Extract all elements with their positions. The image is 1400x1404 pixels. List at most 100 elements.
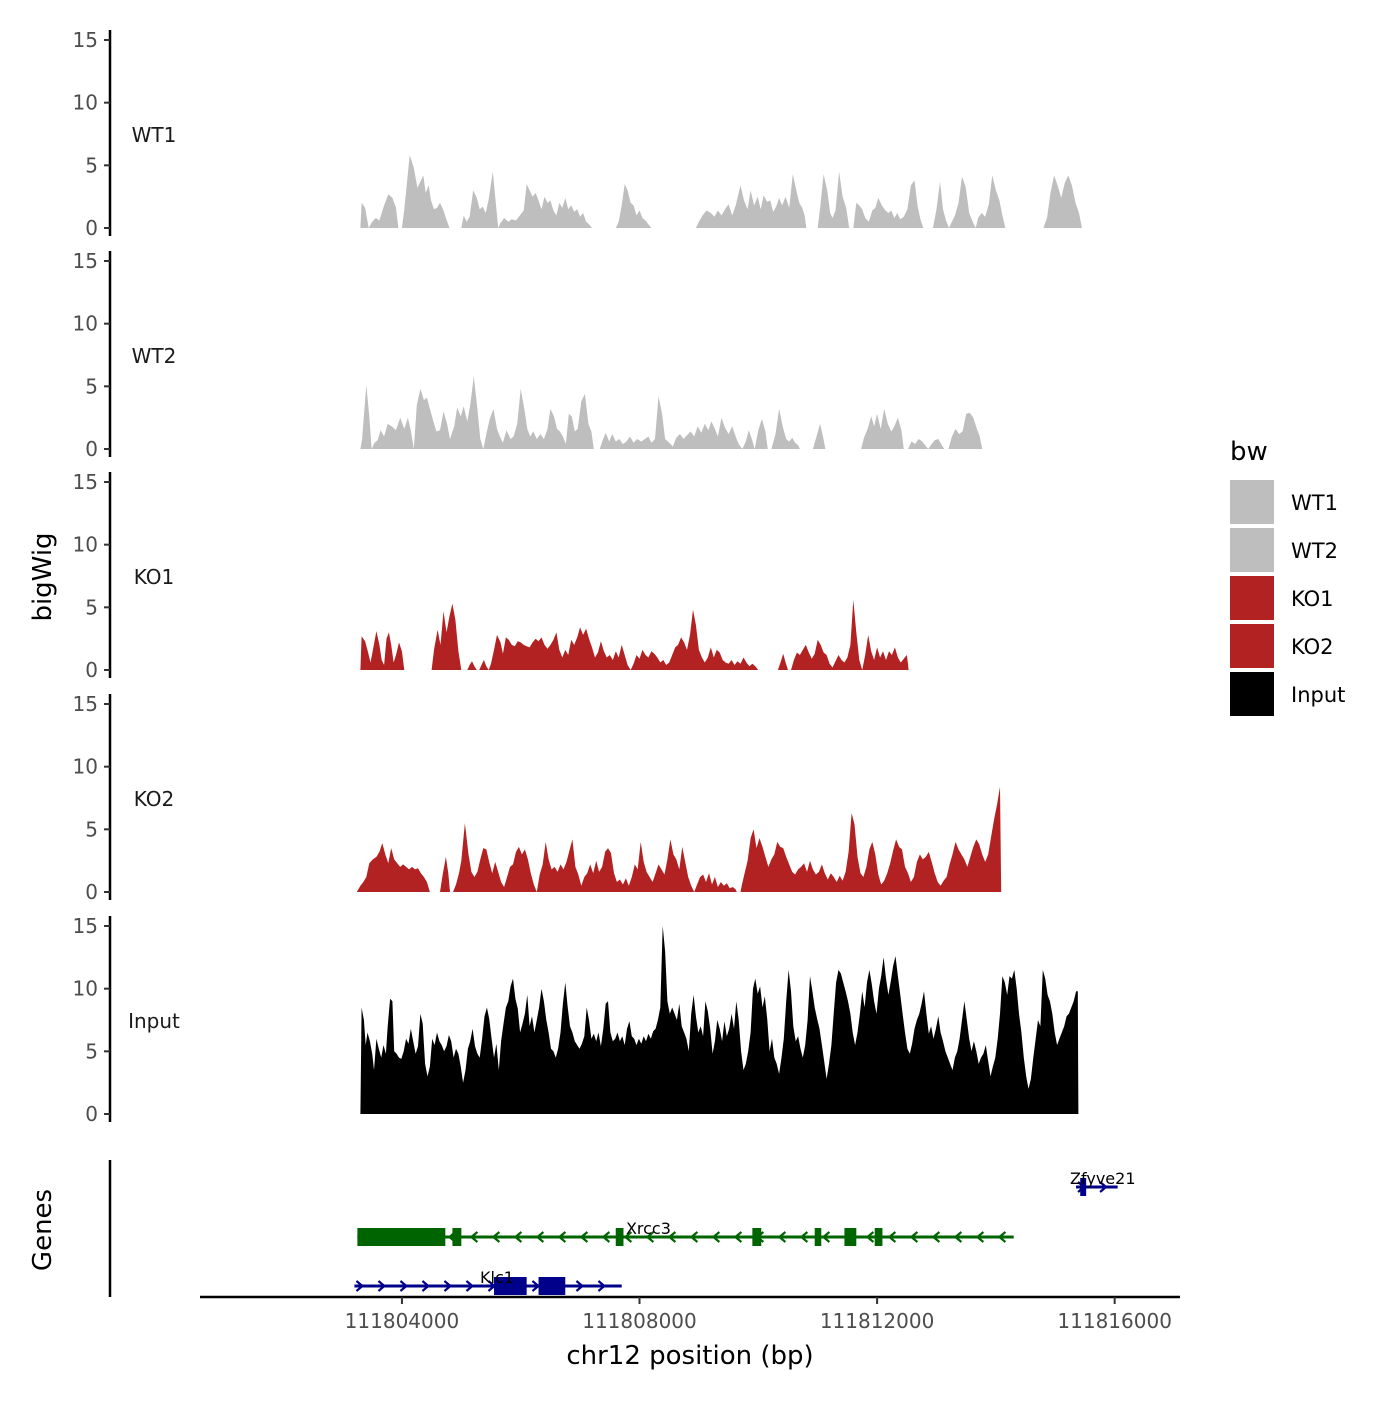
- y-tick-label: 15: [73, 692, 98, 716]
- y-tick-label: 10: [73, 312, 98, 336]
- gene-exon: [874, 1228, 883, 1246]
- legend-label: Input: [1291, 683, 1345, 707]
- y-tick-label: 15: [73, 470, 98, 494]
- track-ko2: 0 5 10 15 KO2: [73, 692, 1002, 904]
- legend-label: KO2: [1291, 635, 1334, 659]
- strand-arrow: [997, 1231, 1007, 1243]
- y-tick-label: 5: [85, 817, 98, 841]
- y-tick-label: 10: [73, 977, 98, 1001]
- coverage-area-wt2: [360, 376, 983, 449]
- gene-exon: [357, 1228, 446, 1246]
- x-axis-title: chr12 position (bp): [566, 1341, 813, 1371]
- strand-arrow: [799, 1231, 809, 1243]
- strand-arrow: [465, 1280, 475, 1292]
- coverage-area-ko1: [360, 599, 909, 670]
- strand-arrow: [777, 1231, 787, 1243]
- track-wt2: 0 5 10 15 WT2: [73, 249, 983, 461]
- coverage-area-wt1: [360, 155, 1083, 228]
- x-tick-label: 111816000: [1057, 1309, 1172, 1333]
- y-tick-label: 15: [73, 914, 98, 938]
- strand-arrow: [1099, 1181, 1108, 1193]
- legend-title: bw: [1230, 437, 1268, 467]
- strand-arrow: [821, 1231, 831, 1243]
- strand-arrow: [601, 1231, 611, 1243]
- y-tick-label: 15: [73, 249, 98, 273]
- strand-arrow: [399, 1280, 409, 1292]
- gene-exon: [494, 1277, 527, 1295]
- y-tick-label: 5: [85, 1039, 98, 1063]
- track-ko1: 0 5 10 15 KO1: [73, 470, 909, 682]
- gene-exon: [752, 1228, 762, 1246]
- gene-track: Zfyve21 Xrcc3 Klc1: [108, 1160, 1136, 1297]
- legend-label: WT1: [1291, 491, 1338, 515]
- strand-arrow: [377, 1280, 387, 1292]
- strand-arrow: [557, 1231, 567, 1243]
- y-tick-label: 0: [85, 880, 98, 904]
- track-label: KO2: [134, 787, 175, 811]
- y-tick-label: 0: [85, 1102, 98, 1126]
- strand-arrow: [491, 1231, 501, 1243]
- gene-exon: [814, 1228, 822, 1246]
- track-label: WT2: [132, 344, 177, 368]
- gene-exon: [452, 1228, 462, 1246]
- gene-zfyve21: Zfyve21: [1070, 1169, 1136, 1196]
- strand-arrow: [469, 1231, 479, 1243]
- gene-exon: [1080, 1178, 1087, 1196]
- strand-arrow: [953, 1231, 963, 1243]
- strand-arrow: [931, 1231, 941, 1243]
- legend-key-wt1: [1230, 480, 1274, 524]
- coverage-area-input: [360, 926, 1079, 1114]
- y-tick-label: 15: [73, 28, 98, 52]
- strand-arrow: [513, 1231, 523, 1243]
- gene-klc1: Klc1: [354, 1268, 622, 1295]
- x-axis: 111804000 111808000 111812000 111816000: [200, 1295, 1180, 1333]
- strand-arrow: [355, 1280, 365, 1292]
- legend: bw WT1 WT2 KO1 KO2 Input: [1230, 437, 1345, 716]
- strand-arrow: [733, 1231, 743, 1243]
- strand-arrow: [443, 1280, 453, 1292]
- y-tick-label: 0: [85, 216, 98, 240]
- y-tick-label: 5: [85, 153, 98, 177]
- strand-arrow: [667, 1231, 677, 1243]
- strand-arrow: [535, 1231, 545, 1243]
- strand-arrow: [579, 1231, 589, 1243]
- legend-key-input: [1230, 672, 1274, 716]
- x-tick-label: 111812000: [820, 1309, 935, 1333]
- strand-arrow: [531, 1280, 541, 1292]
- strand-arrow: [711, 1231, 721, 1243]
- y-tick-label: 5: [85, 374, 98, 398]
- y-tick-label: 10: [73, 755, 98, 779]
- gene-label: Zfyve21: [1070, 1169, 1135, 1188]
- x-tick-label: 111804000: [345, 1309, 460, 1333]
- track-label: Input: [128, 1009, 180, 1033]
- strand-arrow: [645, 1231, 655, 1243]
- y-tick-label: 0: [85, 437, 98, 461]
- legend-key-ko2: [1230, 624, 1274, 668]
- y-tick-label: 0: [85, 658, 98, 682]
- y-tick-label: 5: [85, 595, 98, 619]
- y-axis-title: bigWig: [28, 532, 58, 621]
- track-wt1: 0 5 10 15 WT1: [73, 28, 1083, 240]
- gene-exon: [615, 1228, 624, 1246]
- strand-arrow: [975, 1231, 985, 1243]
- y-tick-label: 10: [73, 533, 98, 557]
- strand-arrow: [887, 1231, 897, 1243]
- strand-arrow: [689, 1231, 699, 1243]
- gene-label: Xrcc3: [626, 1219, 671, 1238]
- legend-key-wt2: [1230, 528, 1274, 572]
- strand-arrow: [421, 1280, 431, 1292]
- track-label: WT1: [132, 123, 177, 147]
- coverage-area-ko2: [356, 786, 1002, 892]
- gene-exon: [844, 1228, 857, 1246]
- bigwig-tracks: 0 5 10 15 WT1 0 5 10 15 WT2 0 5 10 15 KO1 0 5 10 15 KO2 0 5 10…: [73, 28, 1083, 1126]
- genes-axis-title: Genes: [28, 1189, 58, 1271]
- legend-label: KO1: [1291, 587, 1334, 611]
- track-input: 0 5 10 15 Input: [73, 914, 1079, 1126]
- legend-label: WT2: [1291, 539, 1338, 563]
- x-tick-label: 111808000: [582, 1309, 697, 1333]
- gene-label: Klc1: [480, 1268, 514, 1287]
- strand-arrow: [575, 1280, 585, 1292]
- gene-xrcc3: Xrcc3: [357, 1219, 1014, 1246]
